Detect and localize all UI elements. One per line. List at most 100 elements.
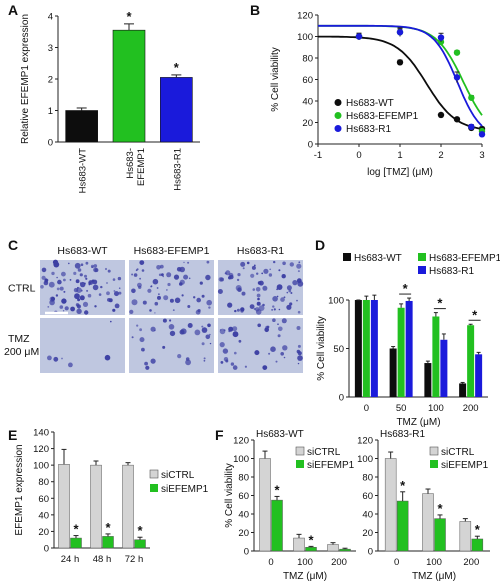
panel-f-1-y-tick-label: 120 — [233, 436, 249, 447]
colony-dot — [75, 279, 80, 284]
panel-a-y-tick-label: 1 — [48, 106, 53, 117]
colony-dot — [50, 296, 56, 301]
panel-f-bar — [434, 518, 446, 552]
colony-dot — [142, 300, 147, 305]
colony-dot — [80, 263, 84, 267]
colony-dot — [232, 331, 239, 338]
colony-dot — [63, 278, 66, 282]
panel-f-significance-star: * — [475, 522, 481, 537]
colony-dot — [91, 266, 94, 268]
colony-dot — [76, 304, 81, 308]
panel-f-legend-item-label: siCTRL — [441, 447, 475, 458]
colony-dot — [250, 273, 255, 278]
colony-dot — [181, 294, 184, 297]
colony-dot — [51, 271, 55, 276]
colony-dot — [254, 350, 260, 356]
colony-dot — [56, 276, 58, 279]
panel-e-y-tick-label: 100 — [33, 461, 49, 472]
colony-dot — [131, 273, 134, 276]
panel-f-bar — [271, 499, 283, 552]
panel-f-y-label: % Cell viability — [224, 463, 235, 527]
colony-dot — [161, 273, 164, 277]
colony-dot — [64, 306, 69, 311]
colony-dot — [117, 276, 122, 281]
panel-f-bar — [384, 458, 397, 552]
panel-f-bar — [339, 548, 351, 552]
panel-d-y-tick-label: 100 — [328, 296, 344, 307]
panel-d-x-tick-label: 0 — [364, 403, 369, 414]
colony-dot — [196, 297, 201, 303]
panel-b-y-tick-label: 40 — [302, 97, 313, 108]
colony-dot — [174, 297, 181, 304]
colony-dot — [208, 306, 211, 309]
colony-dot — [187, 305, 191, 308]
chart-panel-f: % Cell viability 0 20 40 60 80 100 120 Hs683-WT 0… — [224, 429, 490, 582]
colony-dot — [205, 334, 211, 340]
panel-f-bar — [459, 521, 472, 552]
panel-d-y-tick-label: 50 — [333, 344, 344, 355]
panel-f-x-tick-label: 200 — [331, 557, 347, 568]
colony-dot — [297, 362, 300, 365]
colony-dot — [265, 325, 269, 330]
colony-dot — [112, 308, 116, 312]
colony-dot — [292, 280, 298, 286]
panel-b-data-point — [468, 123, 475, 130]
panel-b-legend-label: Hs683-R1 — [346, 124, 391, 135]
colony-dot — [234, 309, 237, 313]
colony-dot — [271, 309, 273, 311]
colony-dot — [270, 346, 276, 353]
colony-dot — [162, 318, 167, 323]
colony-dot — [68, 262, 70, 265]
colony-dot — [289, 302, 293, 306]
colony-dot — [144, 361, 149, 366]
panel-a-bar — [160, 77, 193, 143]
colony-dot — [253, 264, 256, 267]
panel-b-data-point — [437, 34, 445, 41]
colony-dot — [296, 263, 302, 269]
panel-a-x-tick-label: Hs683-WT — [78, 148, 89, 194]
panel-e-y-tick-label: 120 — [33, 444, 49, 455]
colony-dot — [48, 281, 55, 288]
colony-dot — [252, 288, 256, 291]
panel-f-x-tick-label: 200 — [463, 557, 479, 568]
panel-c-column-label: Hs683-R1 — [237, 245, 284, 257]
colony-dot — [141, 269, 145, 272]
panel-d-x-tick-label: 100 — [428, 403, 444, 414]
colony-dot — [108, 298, 113, 303]
colony-dot — [76, 308, 82, 314]
panel-f-1-y-tick-label: 0 — [244, 547, 249, 558]
panel-c-row-label: TMZ — [8, 333, 30, 345]
panel-c-column-label: Hs683-EFEMP1 — [134, 245, 210, 257]
panel-f-x-label: TMZ (μM) — [412, 571, 456, 582]
panel-b-data-point — [453, 116, 461, 123]
colony-dot — [256, 293, 261, 298]
colony-dot — [282, 261, 286, 266]
panel-a-significance-star: * — [174, 60, 180, 75]
colony-dot — [255, 307, 260, 312]
colony-dot — [272, 305, 275, 308]
panel-b-legend-marker — [334, 112, 342, 119]
panel-d-significance-star: * — [403, 281, 409, 296]
panel-label-b: B — [250, 2, 260, 18]
colony-dot — [61, 298, 67, 304]
colony-dot — [113, 290, 116, 292]
panel-a-x-tick-label: Hs683-R1 — [172, 148, 183, 191]
panel-f-significance-star: * — [437, 501, 443, 516]
colony-dot — [227, 302, 233, 308]
colony-dot — [236, 278, 240, 282]
colony-dot — [197, 309, 201, 313]
panel-e-bar — [58, 464, 70, 549]
colony-dot — [118, 287, 121, 290]
colony-dot — [277, 334, 281, 338]
colony-dot — [150, 285, 153, 288]
colony-dot — [139, 337, 145, 343]
colony-dot — [273, 260, 276, 264]
colony-dot — [106, 282, 108, 284]
panel-f-bar — [305, 547, 317, 552]
panel-b-legend-label: Hs683-WT — [346, 98, 394, 109]
panel-label-e: E — [8, 427, 17, 443]
colony-dot — [269, 268, 272, 271]
panel-f-2-y-tick-label: 60 — [362, 491, 373, 502]
panel-f-legend-item-swatch — [430, 460, 438, 468]
